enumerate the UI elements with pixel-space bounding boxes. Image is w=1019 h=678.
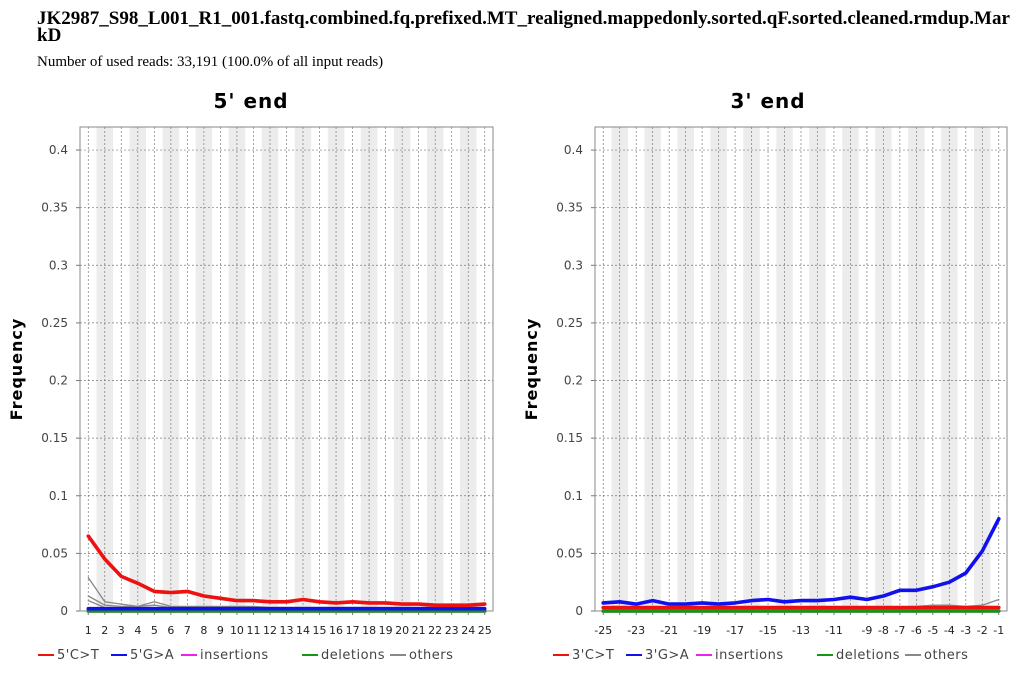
x-tick-label: 22 [428, 624, 442, 637]
y-tick-label: 0.3 [564, 258, 583, 272]
x-tick-label: 14 [296, 624, 310, 637]
y-tick-label: 0 [60, 604, 68, 618]
x-tick-label: -23 [627, 624, 645, 637]
x-tick-label: -8 [878, 624, 889, 637]
legend-label: others [924, 648, 968, 663]
x-tick-label: -4 [944, 624, 955, 637]
x-tick-label: 13 [280, 624, 294, 637]
y-tick-label: 0.05 [41, 546, 68, 560]
x-tick-label: -9 [861, 624, 872, 637]
x-tick-label: 17 [346, 624, 360, 637]
x-tick-label: -17 [726, 624, 744, 637]
x-tick-label: 7 [184, 624, 191, 637]
x-tick-label: -25 [594, 624, 612, 637]
x-tick-label: 11 [246, 624, 260, 637]
x-tick-label: 8 [200, 624, 207, 637]
x-tick-label: 19 [379, 624, 393, 637]
x-tick-label: 24 [461, 624, 475, 637]
x-tick-label: 9 [217, 624, 224, 637]
x-tick-label: 1 [85, 624, 92, 637]
chart-title: 5' end [213, 89, 288, 113]
y-tick-label: 0.1 [49, 489, 68, 503]
x-tick-label: -2 [977, 624, 988, 637]
x-tick-label: 10 [230, 624, 244, 637]
y-tick-label: 0.15 [556, 431, 583, 445]
x-tick-label: 4 [134, 624, 141, 637]
series-line-ct [86, 534, 487, 608]
x-tick-label: 23 [445, 624, 459, 637]
legend-label: 5'G>A [130, 648, 174, 663]
x-tick-label: -7 [894, 624, 905, 637]
y-tick-label: 0.35 [556, 201, 583, 215]
x-tick-label: 6 [167, 624, 174, 637]
x-tick-label: -5 [927, 624, 938, 637]
x-tick-label: 20 [395, 624, 409, 637]
x-tick-label: -11 [825, 624, 843, 637]
report-title: JK2987_S98_L001_R1_001.fastq.combined.fq… [37, 8, 1010, 46]
y-tick-label: 0.3 [49, 258, 68, 272]
series-line-ga [601, 516, 1001, 606]
legend-label: 3'G>A [645, 648, 689, 663]
chart-panel-2: 0 0.05 0.1 0.15 0.2 0.25 0.3 0.35 0.4 -25 -23 -21 -1… [522, 89, 1008, 663]
x-tick-label: 16 [329, 624, 343, 637]
chart-title: 3' end [730, 89, 805, 113]
x-tick-label: -19 [693, 624, 711, 637]
x-tick-label: -1 [993, 624, 1004, 637]
legend-label: 5'C>T [57, 648, 99, 663]
legend-label: insertions [715, 648, 784, 663]
x-tick-label: 5 [151, 624, 158, 637]
y-axis-label: Frequency [522, 318, 541, 421]
x-tick-label: 25 [478, 624, 492, 637]
y-tick-label: 0.25 [556, 316, 583, 330]
x-tick-label: -6 [911, 624, 922, 637]
y-tick-label: 0.05 [556, 546, 583, 560]
x-tick-label: -21 [660, 624, 678, 637]
legend-label: deletions [321, 648, 385, 663]
y-tick-label: 0.4 [49, 143, 68, 157]
legend-label: 3'C>T [572, 648, 614, 663]
x-tick-label: 2 [101, 624, 108, 637]
y-tick-label: 0.2 [564, 374, 583, 388]
y-tick-label: 0 [575, 604, 583, 618]
report-subtitle: Number of used reads: 33,191 (100.0% of … [37, 54, 384, 70]
x-tick-label: 15 [313, 624, 327, 637]
y-tick-label: 0.15 [41, 431, 68, 445]
y-tick-label: 0.2 [49, 374, 68, 388]
y-tick-label: 0.35 [41, 201, 68, 215]
y-axis-label: Frequency [7, 318, 26, 421]
legend-label: insertions [200, 648, 269, 663]
legend-label: deletions [836, 648, 900, 663]
x-tick-label: -15 [759, 624, 777, 637]
x-tick-label: -13 [792, 624, 810, 637]
legend-label: others [409, 648, 453, 663]
y-tick-label: 0.25 [41, 316, 68, 330]
chart-panel-1: 00.050.10.150.20.250.30.350.41 2 3 4 5 6 7 8 9 10… [7, 89, 494, 663]
x-tick-label: 12 [263, 624, 277, 637]
x-tick-label: 18 [362, 624, 376, 637]
y-tick-label: 0.4 [564, 143, 583, 157]
x-tick-label: -3 [960, 624, 971, 637]
x-tick-label: 3 [118, 624, 125, 637]
x-tick-label: 21 [412, 624, 426, 637]
y-tick-label: 0.1 [564, 489, 583, 503]
